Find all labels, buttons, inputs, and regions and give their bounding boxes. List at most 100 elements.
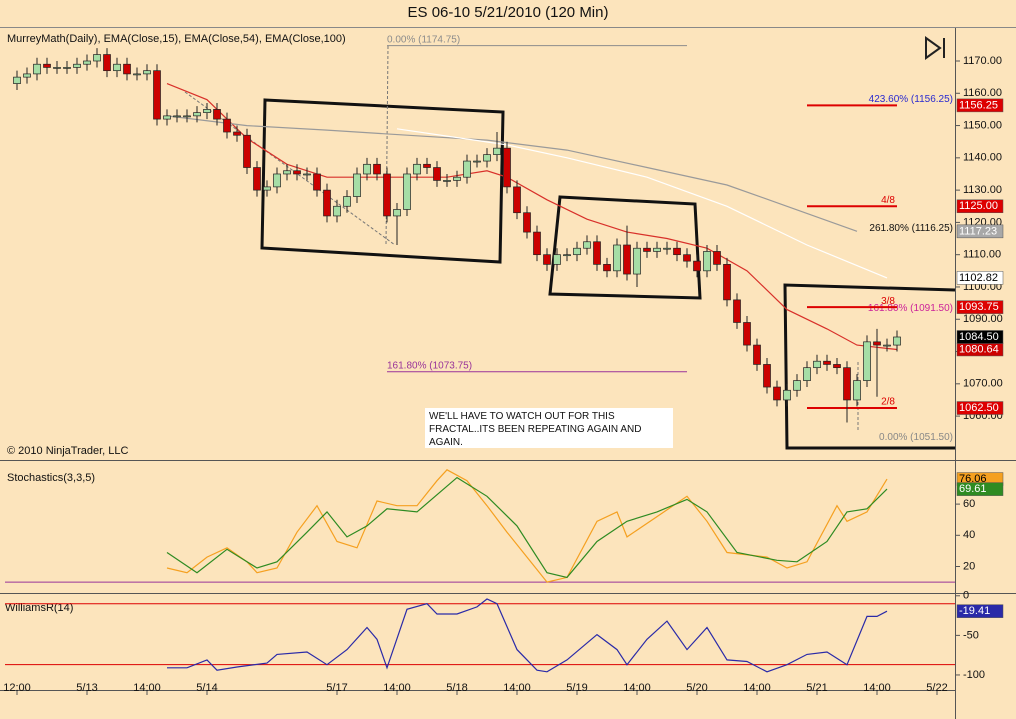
x-tick-label: 5/22 (926, 682, 947, 694)
value-box-label: 1117.23 (959, 225, 997, 237)
value-box (956, 482, 1004, 496)
candle-body (323, 189, 331, 217)
candle-body (63, 67, 71, 69)
x-tick-label: 14:00 (503, 682, 531, 694)
candle-body (833, 364, 841, 369)
indicator-line (166, 476, 888, 579)
candle-body (283, 170, 291, 175)
candle-body (593, 241, 601, 265)
x-tick-label: 5/13 (76, 682, 97, 694)
candle-body (683, 254, 691, 262)
x-tick-label: 14:00 (383, 682, 411, 694)
candle-body (663, 247, 671, 250)
candle-body (83, 60, 91, 65)
y-tick-label: 1130.00 (963, 184, 1002, 196)
candle-body (693, 260, 701, 272)
value-box-label: 76.06 (959, 473, 987, 485)
candle-body (743, 322, 751, 346)
value-box-label: 1125.00 (959, 200, 998, 212)
candle-body (613, 244, 621, 272)
candle-body (173, 115, 181, 118)
candle-body (853, 380, 861, 401)
candle-body (453, 176, 461, 181)
fib-label: 161.80% (1091.50) (868, 303, 953, 314)
candle-body (523, 212, 531, 233)
candle-body (503, 147, 511, 188)
candle-body (303, 173, 311, 176)
candle-body (493, 147, 501, 155)
candle-body (363, 163, 371, 175)
candle-body (233, 131, 241, 136)
candle-body (473, 160, 481, 163)
candle-body (213, 109, 221, 120)
candle-body (653, 247, 661, 252)
candle-body (733, 299, 741, 323)
candle-body (463, 160, 471, 178)
value-box-label: 1093.75 (959, 301, 999, 313)
x-tick-label: 5/21 (806, 682, 827, 694)
play-icon[interactable] (925, 36, 945, 60)
candle-body (673, 247, 681, 256)
fib-label: 0.00% (1051.50) (879, 432, 953, 443)
y-tick-label: 1160.00 (963, 87, 1002, 99)
candle-body (93, 54, 101, 62)
y-tick-label: 1090.00 (963, 313, 1003, 325)
y-tick-label: 1150.00 (963, 119, 1002, 131)
value-box-label: 1102.82 (959, 272, 998, 284)
x-tick-label: 14:00 (133, 682, 161, 694)
candle-body (623, 244, 631, 275)
candle-body (333, 205, 341, 217)
candle-body (793, 380, 801, 391)
candle-body (33, 63, 41, 75)
candle-body (253, 167, 261, 191)
play-icon-shape[interactable] (925, 36, 942, 60)
note: WE'LL HAVE TO WATCH OUT FOR THIS FRACTAL… (425, 408, 673, 448)
candle-body (863, 341, 871, 381)
candle-body (263, 186, 271, 191)
ema-line (166, 83, 898, 351)
value-box (956, 330, 1004, 344)
chart-title: ES 06-10 5/21/2010 (120 Min) (408, 4, 609, 21)
candle-body (873, 341, 881, 346)
x-tick-label: 14:00 (623, 682, 651, 694)
candle-body (403, 173, 411, 210)
candle-body (23, 73, 31, 78)
candle-body (553, 254, 561, 265)
fib-label: 423.60% (1156.25) (869, 94, 953, 105)
candle-body (143, 70, 151, 75)
candle-body (153, 70, 161, 120)
y-tick-label: 1070.00 (963, 378, 1003, 390)
value-box (956, 271, 1004, 285)
x-tick-label: 14:00 (863, 682, 891, 694)
candle-body (393, 209, 401, 217)
value-box (956, 300, 1004, 314)
candle-body (73, 63, 81, 68)
value-box-label: 1156.25 (959, 99, 998, 111)
y-tick-label: 1140.00 (963, 152, 1002, 164)
y-tick-label: 40 (963, 529, 975, 541)
y-tick-label: 1110.00 (963, 249, 1001, 261)
candle-body (43, 63, 51, 68)
x-tick-label: 5/18 (446, 682, 467, 694)
value-box (956, 199, 1004, 214)
candle-body (423, 163, 431, 168)
candle-body (433, 167, 441, 181)
panel-title: WilliamsR(14) (5, 602, 73, 614)
x-tick-label: 5/19 (566, 682, 587, 694)
candle-body (103, 54, 111, 72)
candle-body (13, 76, 21, 84)
candle-body (373, 163, 381, 175)
candle-body (583, 241, 591, 249)
candle-body (443, 180, 451, 182)
candle-body (133, 73, 141, 76)
x-tick-label: 14:00 (743, 682, 771, 694)
candle-body (563, 254, 571, 257)
value-box-label: -19.41 (959, 605, 990, 617)
value-box-label: 69.61 (959, 483, 987, 495)
candle-body (203, 109, 211, 113)
candle-body (763, 364, 771, 388)
candle-body (883, 344, 891, 347)
value-box (956, 604, 1004, 618)
